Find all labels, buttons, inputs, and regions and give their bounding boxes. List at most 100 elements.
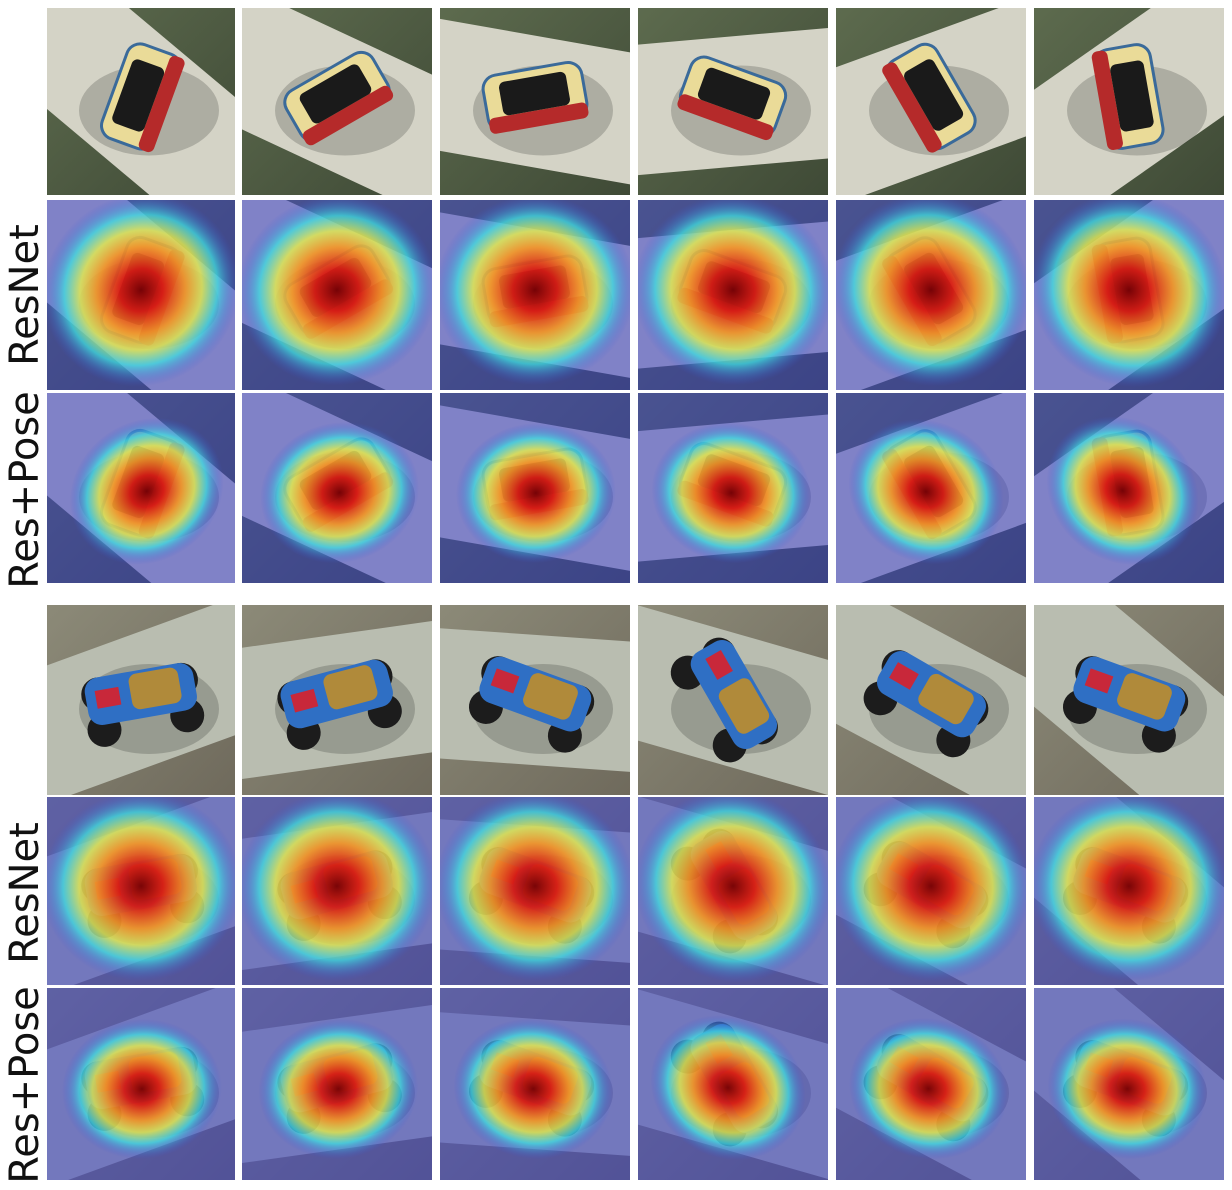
image (836, 8, 1026, 195)
image-cell (836, 200, 1026, 390)
van-roof (498, 71, 570, 116)
image (836, 988, 1026, 1180)
heatmap (848, 419, 1004, 565)
image-cell (440, 988, 630, 1180)
image-cell (440, 200, 630, 390)
truck-stripe (889, 662, 919, 690)
image (47, 988, 235, 1180)
row-label: Res+Pose (2, 391, 48, 589)
image (1034, 8, 1224, 195)
image-cell (47, 393, 235, 583)
image (638, 605, 828, 795)
image (638, 8, 828, 195)
heatmap (1047, 1018, 1207, 1160)
image (836, 200, 1026, 390)
image-cell (47, 8, 235, 195)
image-cell (638, 988, 828, 1180)
image-cell (440, 393, 630, 583)
image-cell (440, 605, 630, 795)
car (863, 650, 989, 758)
image (638, 393, 828, 583)
heatmap (638, 797, 828, 983)
van-roof (112, 59, 165, 132)
image (242, 8, 432, 195)
heatmap (260, 421, 419, 564)
image (242, 200, 432, 390)
image (242, 393, 432, 583)
van-skirt (302, 85, 394, 146)
row-label: Res+Pose (2, 986, 48, 1184)
image-cell (242, 8, 432, 195)
image (47, 8, 235, 195)
image (440, 605, 630, 795)
car (100, 42, 185, 153)
truck-hood (523, 673, 578, 720)
car (1091, 43, 1165, 150)
car (1062, 656, 1189, 753)
image-cell (242, 200, 432, 390)
image-cell (638, 797, 828, 985)
car (283, 50, 394, 146)
image-cell (836, 8, 1026, 195)
image (1034, 200, 1224, 390)
image (47, 393, 235, 583)
image (638, 988, 828, 1180)
image-cell (1034, 8, 1224, 195)
image-cell (440, 8, 630, 195)
heatmap (836, 797, 1026, 982)
van-skirt (882, 62, 942, 153)
heatmap (61, 1018, 222, 1160)
image (440, 988, 630, 1180)
image-cell (47, 797, 235, 985)
heatmap (836, 200, 1026, 387)
image-cell (242, 988, 432, 1180)
van-skirt (138, 55, 185, 153)
image (1034, 797, 1224, 985)
heatmap (1046, 416, 1199, 565)
heatmap (258, 1018, 419, 1160)
heatmap (69, 417, 224, 565)
heatmap (650, 1015, 806, 1161)
row-label: ResNet (2, 822, 48, 964)
image-cell (242, 393, 432, 583)
image-cell (242, 605, 432, 795)
image-cell (836, 797, 1026, 985)
image (836, 605, 1026, 795)
image (47, 605, 235, 795)
truck-hood (128, 667, 182, 710)
image (1034, 988, 1224, 1180)
image (47, 200, 235, 390)
image-cell (1034, 797, 1224, 985)
image (47, 797, 235, 985)
image-cell (47, 988, 235, 1180)
image-cell (836, 988, 1026, 1180)
image-cell (638, 8, 828, 195)
heatmap (849, 1017, 1008, 1160)
heatmap (638, 200, 828, 386)
image-cell (1034, 393, 1224, 583)
car (670, 637, 778, 763)
image (1034, 393, 1224, 583)
row-label: ResNet (2, 224, 48, 366)
car (677, 55, 788, 141)
truck-stripe (1084, 668, 1114, 694)
heatmap (453, 1018, 613, 1160)
image-cell (242, 797, 432, 985)
car (81, 662, 205, 747)
image (440, 200, 630, 390)
van-skirt (677, 94, 774, 141)
heatmap (242, 797, 432, 982)
image-cell (836, 605, 1026, 795)
image (440, 393, 630, 583)
van-roof (299, 64, 372, 124)
image-cell (47, 605, 235, 795)
van-roof (697, 67, 771, 120)
image-cell (1034, 605, 1224, 795)
truck-stripe (290, 688, 319, 713)
image (638, 797, 828, 985)
heatmap (651, 422, 811, 564)
car (468, 656, 595, 753)
